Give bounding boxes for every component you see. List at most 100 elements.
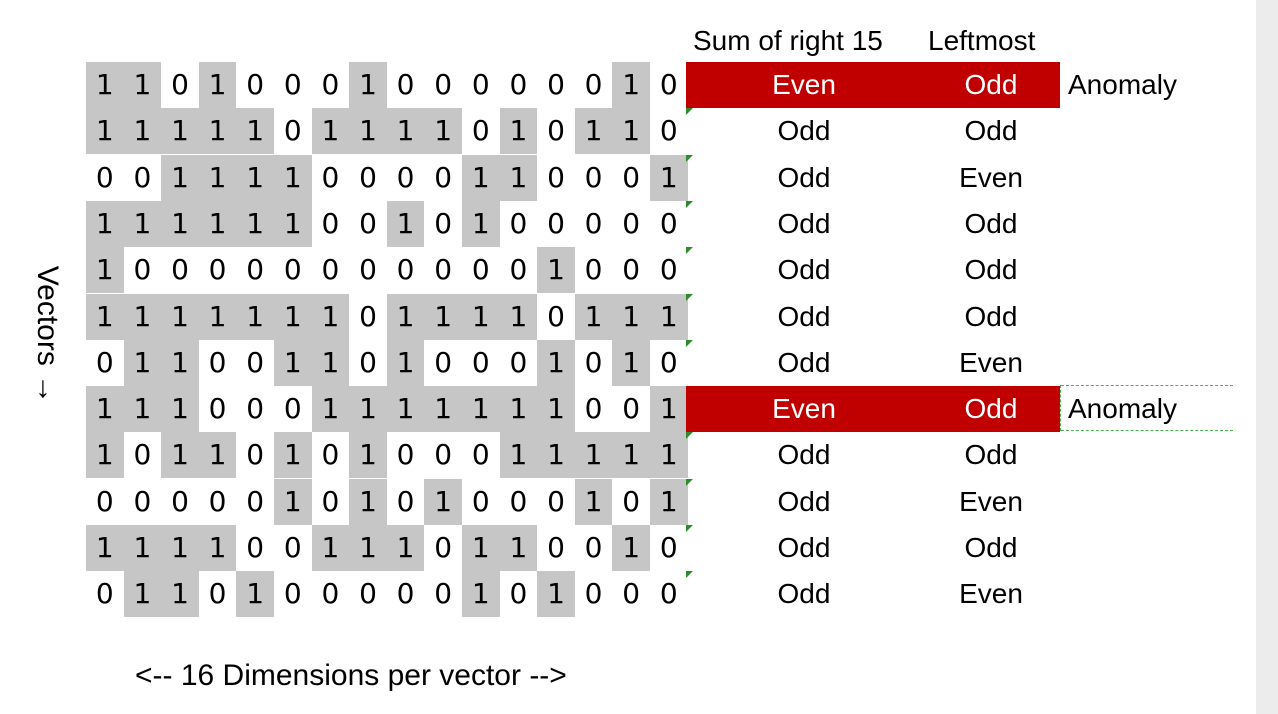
sum-parity-value: Odd [777, 485, 831, 517]
result-row: Odd Odd [686, 525, 1060, 571]
bit-cell: 0 [547, 206, 565, 240]
bit-cell: 0 [171, 253, 189, 287]
bit-cell: 0 [321, 253, 340, 287]
bit-cell: 1 [462, 386, 500, 433]
bit-cell: 1 [462, 200, 500, 247]
bit-cell: 0 [246, 392, 265, 426]
bit-cell: 1 [537, 571, 575, 618]
bit-cell: 0 [283, 114, 302, 148]
bit-cell: 1 [236, 571, 274, 618]
bit-cell: 1 [123, 108, 162, 155]
bit-cell: 1 [462, 293, 500, 340]
bit-cell: 0 [246, 531, 265, 564]
sum-parity-value: Odd [777, 207, 831, 239]
bit-cell: 0 [471, 484, 490, 518]
bit-cell: 1 [349, 62, 387, 108]
bit-cell: 0 [246, 438, 265, 472]
bit-cell: 0 [246, 253, 265, 287]
result-row: Odd Odd [686, 247, 1060, 293]
bit-cell: 1 [86, 200, 124, 247]
bit-cell: 0 [471, 345, 490, 379]
bit-cell: 0 [434, 206, 453, 240]
anomaly-result-row: Even Odd [686, 386, 1060, 433]
leftmost-parity-value: Odd [964, 393, 1018, 425]
result-row: Odd Odd [686, 108, 1060, 154]
bit-cell: 1 [198, 108, 237, 155]
bit-cell: 1 [537, 432, 575, 479]
bit-cell: 1 [424, 108, 462, 155]
bit-cell: 0 [547, 114, 565, 148]
bit-cell: 0 [246, 484, 265, 518]
bit-cell: 0 [584, 577, 603, 611]
bit-cell: 0 [622, 253, 641, 287]
bit-cell: 0 [283, 253, 302, 287]
bit-cell: 0 [434, 160, 453, 194]
leftmost-parity-value: Odd [964, 439, 1018, 471]
bit-cell: 0 [133, 438, 152, 472]
sum-parity-value: Odd [777, 115, 831, 147]
bit-cell: 0 [359, 253, 377, 287]
bit-cell: 1 [274, 154, 312, 201]
bit-cell: 0 [208, 253, 227, 287]
sum-parity-value: Odd [777, 300, 831, 332]
bit-cell: 1 [236, 108, 274, 155]
bit-cell: 0 [396, 438, 415, 472]
cell-marker-triangle [686, 247, 693, 255]
bit-cell: 1 [123, 339, 162, 386]
bit-cell: 1 [161, 432, 199, 479]
bit-cell: 0 [283, 68, 302, 101]
bit-cell: 1 [574, 478, 613, 525]
bit-cell: 0 [434, 345, 453, 379]
bit-cell: 1 [650, 154, 688, 201]
bit-cell: 1 [462, 154, 500, 201]
bit-cell: 0 [434, 438, 453, 472]
bit-cell: 0 [95, 345, 114, 379]
bit-cell: 0 [584, 206, 603, 240]
bit-cell: 1 [274, 339, 312, 386]
bit-cell: 0 [396, 68, 415, 101]
leftmost-parity-value: Even [959, 161, 1023, 193]
bit-cell: 1 [198, 293, 237, 340]
bit-cell: 1 [499, 525, 538, 571]
bit-cell: 1 [650, 478, 688, 525]
bit-cell: 1 [236, 293, 274, 340]
bit-cell: 0 [95, 577, 114, 611]
cell-marker-triangle [686, 478, 693, 486]
bit-cell: 1 [198, 432, 237, 479]
bit-cell: 0 [208, 484, 227, 518]
bit-cell: 0 [622, 160, 641, 194]
bit-cell: 0 [584, 68, 603, 101]
leftmost-parity-value: Odd [964, 115, 1018, 147]
anomaly-result-row: Even Odd [686, 62, 1060, 108]
bit-cell: 1 [123, 293, 162, 340]
bit-cell: 0 [622, 484, 641, 518]
bit-cell: 0 [171, 68, 189, 101]
cell-marker-triangle [686, 339, 693, 347]
bit-cell: 1 [86, 432, 124, 479]
result-row: Odd Odd [686, 201, 1060, 247]
bit-cell: 1 [86, 62, 124, 108]
bit-cell: 1 [311, 386, 350, 433]
bit-cell: 0 [246, 68, 265, 101]
bit-cell: 0 [659, 345, 678, 379]
sum-parity-value: Odd [777, 161, 831, 193]
bit-cell: 0 [622, 392, 641, 426]
bit-cell: 0 [471, 438, 490, 472]
bit-cell: 1 [612, 293, 650, 340]
header-leftmost: Leftmost [928, 25, 1036, 56]
bit-cell: 0 [359, 345, 377, 379]
bit-cell: 0 [509, 345, 528, 379]
bit-cell: 0 [321, 438, 340, 472]
bit-cell: 1 [274, 293, 312, 340]
leftmost-parity-value: Odd [964, 207, 1018, 239]
bit-cell: 1 [274, 478, 312, 525]
bit-cell: 0 [396, 253, 415, 287]
bit-cell: 1 [123, 62, 162, 108]
sum-parity-value: Odd [777, 346, 831, 378]
bit-cell: 0 [321, 160, 340, 194]
bit-cell: 1 [612, 432, 650, 479]
bit-cell: 0 [359, 299, 377, 333]
bit-cell: 0 [359, 206, 377, 240]
leftmost-parity-value: Odd [964, 300, 1018, 332]
bit-cell: 1 [86, 108, 124, 155]
